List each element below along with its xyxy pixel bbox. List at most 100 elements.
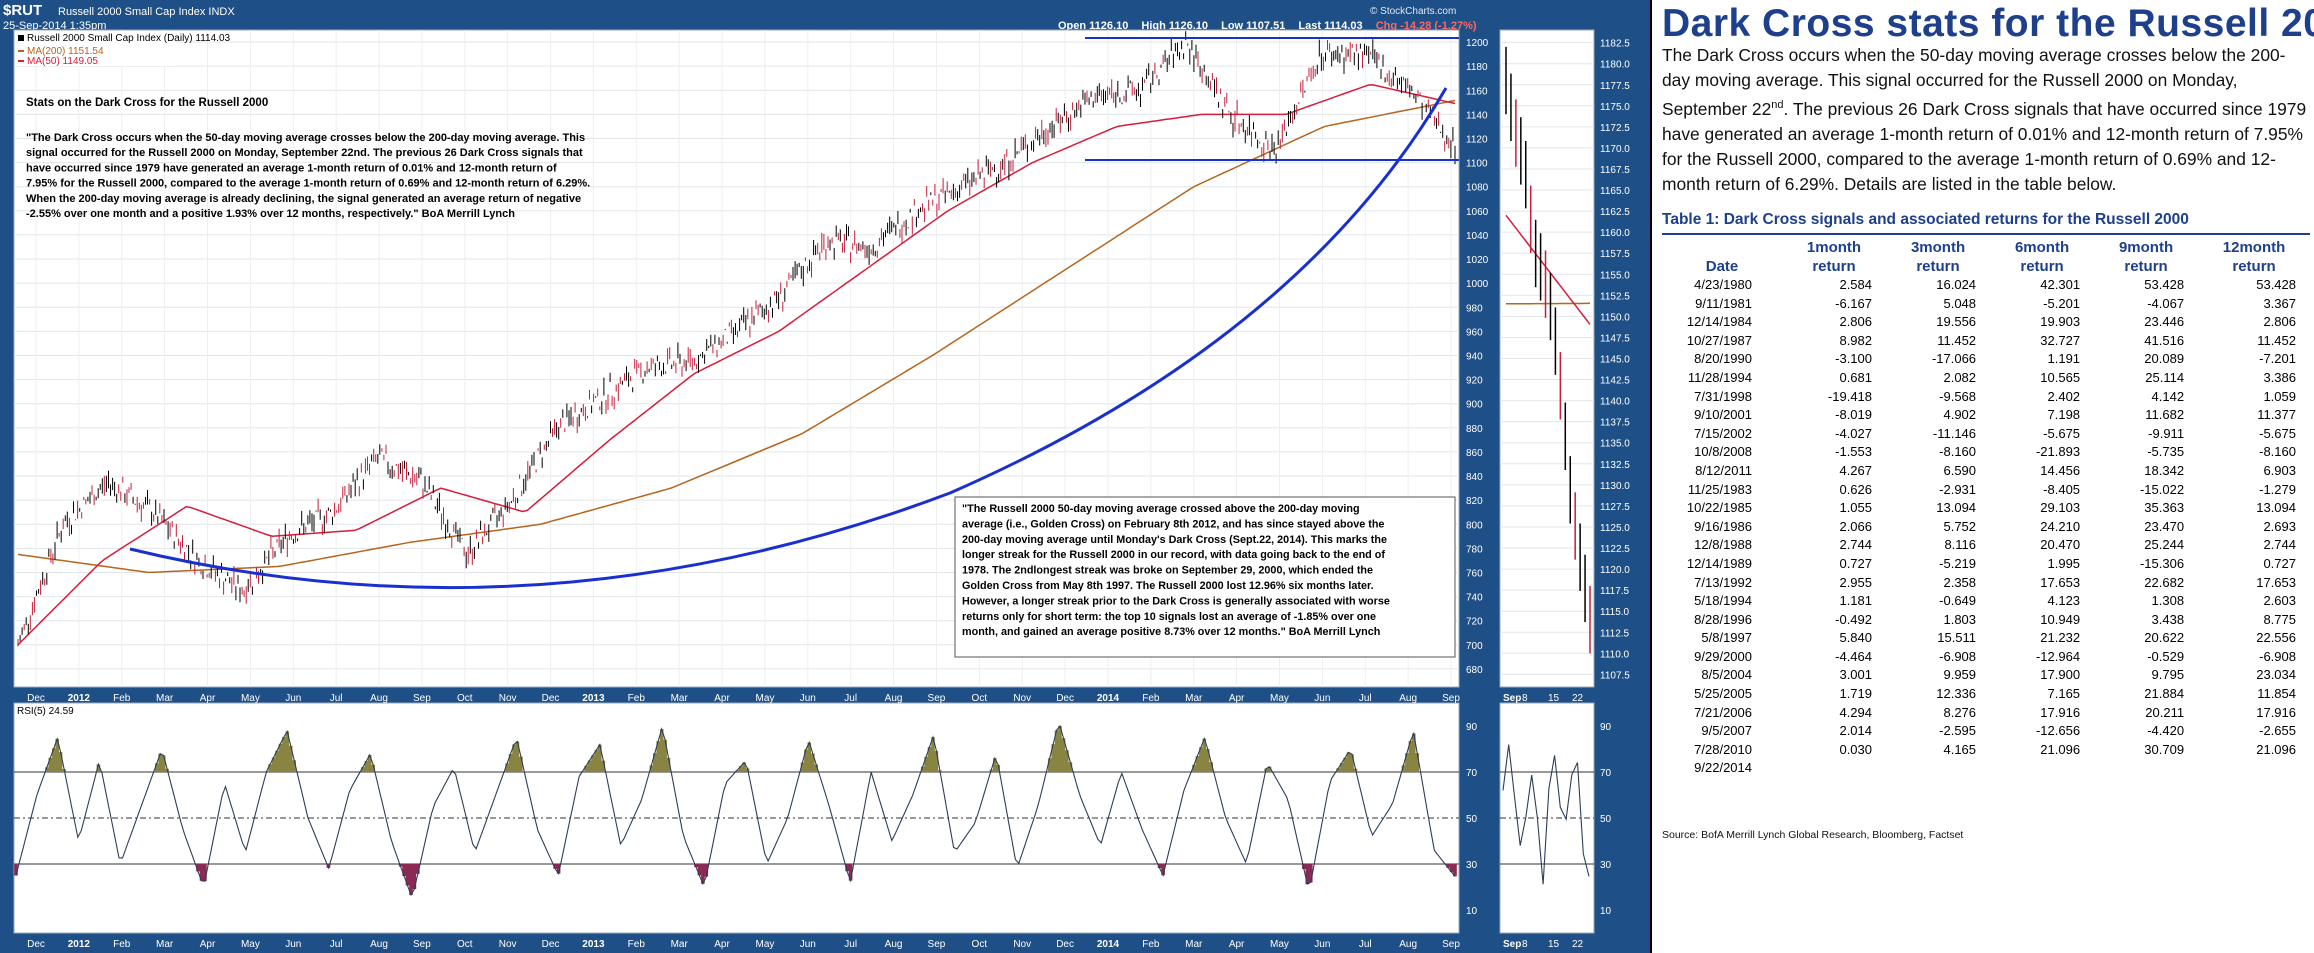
return-cell: 19.556 xyxy=(1936,314,1977,330)
return-cell: 21.096 xyxy=(2040,741,2081,757)
y-tick-label: 1200 xyxy=(1466,38,1489,49)
return-cell: -4.027 xyxy=(1835,425,1873,441)
price-bars-up xyxy=(19,31,1456,642)
return-cell: 21.232 xyxy=(2040,630,2081,646)
return-cell: 23.034 xyxy=(2256,667,2296,683)
return-cell: 25.114 xyxy=(2145,369,2185,385)
rsi-x-tick-label: Sep xyxy=(413,939,431,950)
return-cell: 1.308 xyxy=(2151,593,2185,609)
return-cell: 1.719 xyxy=(1839,686,1873,702)
table-title-rule xyxy=(1662,233,2310,235)
return-cell: 25.244 xyxy=(2144,537,2185,553)
zoom-ma50-line xyxy=(1505,214,1591,325)
return-cell: 11.452 xyxy=(2257,332,2296,348)
return-cell: -3.100 xyxy=(1835,351,1873,367)
x-tick-label: Feb xyxy=(1142,693,1160,704)
rsi-x-tick-label: May xyxy=(241,939,260,950)
return-cell: -4.067 xyxy=(2147,295,2185,311)
quote-line: 1978. The 2ndlongest streak was broke on… xyxy=(962,565,1373,577)
col-header-line1: 6month xyxy=(2014,239,2070,256)
zoom-y-tick-label: 1125.0 xyxy=(1600,523,1630,534)
change-value: Chg -14.28 (-1.27%) xyxy=(1375,20,1477,32)
zoom-y-tick-label: 1157.5 xyxy=(1600,249,1630,260)
table-row: 5/25/2005 1.719 12.336 7.165 21.884 11.854 xyxy=(1662,685,2310,704)
signal-date-cell: 8/20/1990 xyxy=(1694,351,1752,367)
rsi-x-tick-label: 2012 xyxy=(68,939,91,950)
zoom-x-tick-label: 15 xyxy=(1548,693,1560,704)
rsi-x-tick-label: Jun xyxy=(1314,939,1330,950)
x-tick-label: Jul xyxy=(1359,693,1372,704)
return-cell: 35.363 xyxy=(2144,500,2185,516)
return-cell: 4.165 xyxy=(1943,741,1977,757)
return-cell: 22.556 xyxy=(2256,630,2296,646)
rsi-x-tick-label: Feb xyxy=(113,939,131,950)
y-tick-label: 1000 xyxy=(1466,279,1489,290)
return-cell: -12.964 xyxy=(2035,648,2081,664)
table-row: 5/8/1997 5.840 15.511 21.232 20.622 22.556 xyxy=(1662,629,2310,648)
table-row: 9/5/2007 2.014 -2.595 -12.656 -4.420 -2.655 xyxy=(1662,722,2310,741)
return-cell: 17.653 xyxy=(2040,574,2081,590)
return-cell: -4.420 xyxy=(2147,723,2185,739)
signal-date-cell: 8/28/1996 xyxy=(1694,611,1752,627)
signal-date-cell: 9/10/2001 xyxy=(1694,407,1752,423)
zoom-y-tick-label: 1147.5 xyxy=(1600,333,1630,344)
zoom-y-tick-label: 1167.5 xyxy=(1600,165,1630,176)
return-cell: 8.276 xyxy=(1943,704,1977,720)
signal-date-cell: 5/18/1994 xyxy=(1694,593,1752,609)
x-tick-label: Mar xyxy=(1185,693,1203,704)
return-cell: 3.367 xyxy=(2263,295,2296,311)
return-cell: -6.908 xyxy=(2259,648,2296,664)
return-cell: -6.908 xyxy=(1939,648,1977,664)
zoom-y-tick-label: 1130.0 xyxy=(1600,481,1630,492)
return-cell: 0.727 xyxy=(1839,555,1873,571)
legend-ma50: MA(50) 1149.05 xyxy=(27,56,98,67)
rsi-x-tick-label: 2013 xyxy=(582,939,605,950)
return-cell: 2.744 xyxy=(1839,537,1873,553)
x-tick-label: Mar xyxy=(156,693,174,704)
quote-line: longer streak for the Russell 2000 in ou… xyxy=(962,549,1385,561)
rsi-x-tick-label: Jul xyxy=(330,939,343,950)
return-cell: 4.142 xyxy=(2151,388,2185,404)
col-header-9m: 9month return xyxy=(2094,238,2198,276)
table-row: 7/31/1998 -19.418 -9.568 2.402 4.142 1.059 xyxy=(1662,388,2310,407)
rsi-x-tick-label: Apr xyxy=(200,939,216,950)
return-cell: -9.568 xyxy=(1939,388,1977,404)
last-value: Last 1114.03 xyxy=(1298,20,1363,32)
zoom-y-tick-label: 1135.0 xyxy=(1600,439,1630,450)
y-tick-label: 880 xyxy=(1466,424,1483,435)
table-row: 12/8/1988 2.744 8.116 20.470 25.244 2.744 xyxy=(1662,536,2310,555)
signal-date-cell: 5/25/2005 xyxy=(1694,686,1752,702)
zoom-y-tick-label: 1155.0 xyxy=(1600,270,1630,281)
zoom-rsi-y-tick-label: 70 xyxy=(1600,768,1612,779)
return-cell: -11.146 xyxy=(1932,425,1977,441)
zoom-y-tick-label: 1170.0 xyxy=(1600,144,1630,155)
return-cell: 10.565 xyxy=(2040,369,2081,385)
price-bars xyxy=(17,31,1456,647)
x-tick-label: 2014 xyxy=(1097,693,1120,704)
x-tick-label: Nov xyxy=(499,693,517,704)
col-header-3m: 3month return xyxy=(1886,238,1990,276)
low-value: Low 1107.51 xyxy=(1221,20,1286,32)
table-row: 10/27/1987 8.982 11.452 32.727 41.516 11.452 xyxy=(1662,332,2310,351)
chart-header: $RUT Russell 2000 Small Cap Index INDX 2… xyxy=(0,0,1650,36)
table-title: Table 1: Dark Cross signals and associat… xyxy=(1662,211,2189,228)
x-tick-label: 2013 xyxy=(582,693,605,704)
signal-date-cell: 9/11/1981 xyxy=(1695,295,1752,311)
col-header-6m: 6month return xyxy=(1990,238,2094,276)
return-cell: 2.806 xyxy=(1839,314,1873,330)
col-header-date: Date xyxy=(1662,238,1782,276)
rsi-y-tick-label: 10 xyxy=(1466,906,1478,917)
x-tick-label: Aug xyxy=(1399,693,1417,704)
return-cell: 20.470 xyxy=(2040,537,2081,553)
zoom-rsi-y-tick-label: 50 xyxy=(1600,814,1612,825)
return-cell xyxy=(2094,759,2198,778)
col-header-line2: return xyxy=(2020,258,2064,275)
return-cell: 30.709 xyxy=(2144,741,2185,757)
return-cell: 23.446 xyxy=(2144,314,2185,330)
rsi-x-tick-label: Dec xyxy=(1056,939,1074,950)
return-cell: -5.735 xyxy=(2147,444,2185,460)
x-tick-label: Jun xyxy=(285,693,301,704)
signal-date-cell: 10/8/2008 xyxy=(1694,444,1752,460)
x-tick-label: Sep xyxy=(1442,693,1460,704)
dark-cross-stats-panel: Dark Cross stats for the Russell 2000 Th… xyxy=(1652,0,2314,953)
